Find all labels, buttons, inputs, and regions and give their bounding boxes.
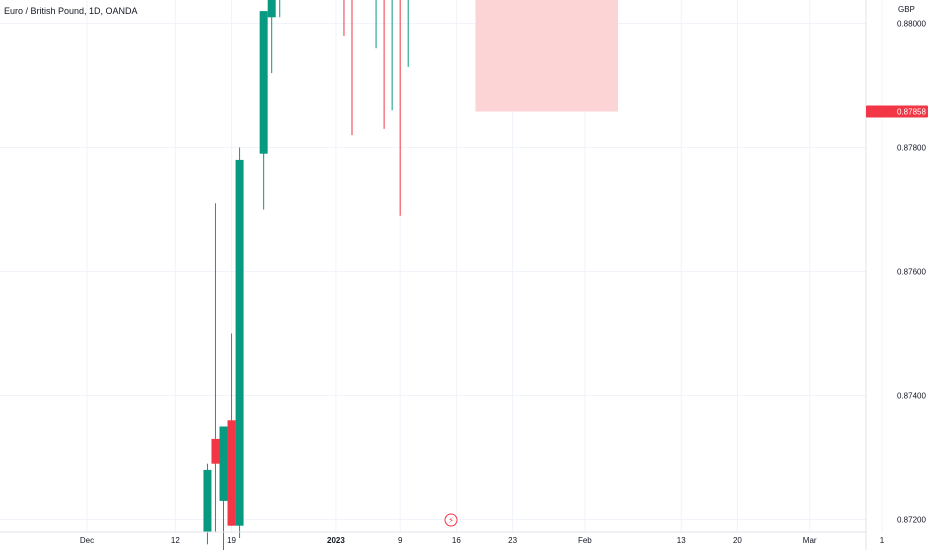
x-tick-label: 16: [452, 536, 461, 545]
x-tick-label: 2023: [327, 536, 345, 545]
long-position-tool[interactable]: [0, 0, 866, 112]
y-tick-label: 0.87200: [897, 516, 926, 525]
stop-price-badge-bg: [866, 105, 928, 118]
candle: [399, 0, 401, 216]
candle-body: [235, 159, 244, 526]
stop-zone: [475, 0, 618, 112]
y-tick-label: 0.87400: [897, 392, 926, 401]
x-tick-label: 19: [227, 536, 236, 545]
axis-unit-label: GBP: [898, 5, 915, 14]
chart-title: Euro / British Pound, 1D, OANDA: [4, 6, 138, 16]
candle: [267, 0, 276, 74]
stop-price-badge: 0.87858: [866, 105, 928, 118]
event-icon-circle: [444, 513, 458, 527]
candle: [219, 426, 228, 555]
y-tick-label: 0.87600: [897, 268, 926, 277]
candle: [391, 0, 393, 111]
candle-body: [267, 0, 276, 18]
candle-body: [219, 426, 228, 501]
candle: [375, 0, 377, 49]
candle: [343, 0, 345, 36]
event-icon: ⚡: [444, 513, 458, 527]
candle: [279, 0, 281, 18]
price-axis[interactable]: 0.872000.874000.876000.878000.880000.882…: [865, 0, 926, 550]
candle: [351, 0, 353, 136]
candles: [203, 0, 409, 555]
y-tick-label: 0.88000: [897, 20, 926, 29]
candle-body: [259, 11, 268, 154]
x-tick-label: Dec: [80, 536, 94, 545]
candle: [203, 463, 212, 545]
x-tick-label: 12: [171, 536, 180, 545]
candle-body: [227, 420, 236, 526]
x-tick-label: 9: [398, 536, 403, 545]
x-tick-label: Mar: [803, 536, 817, 545]
y-tick-label: 0.87800: [897, 144, 926, 153]
x-tick-label: Feb: [578, 536, 592, 545]
candle: [227, 333, 236, 526]
stop-price-badge-text: 0.87858: [897, 108, 926, 117]
x-tick-label: 1: [880, 536, 885, 545]
candle: [383, 0, 385, 129]
candle: [259, 11, 268, 210]
candle: [235, 147, 244, 539]
candle: [211, 203, 220, 532]
event-icon-glyph: ⚡: [448, 516, 454, 525]
grid: [0, 0, 883, 532]
candle-body: [203, 469, 212, 532]
candle: [407, 0, 409, 67]
candle-body: [211, 438, 220, 464]
time-axis[interactable]: Dec 12 19 2023 9 16 23 Feb 13 20 Mar 1 ⚡: [0, 513, 885, 545]
price-badges: 0.905320.87858EURGBP0.8872723:17:330.887…: [866, 105, 928, 118]
x-tick-label: 20: [733, 536, 742, 545]
x-tick-label: 23: [508, 536, 517, 545]
x-tick-label: 13: [677, 536, 686, 545]
